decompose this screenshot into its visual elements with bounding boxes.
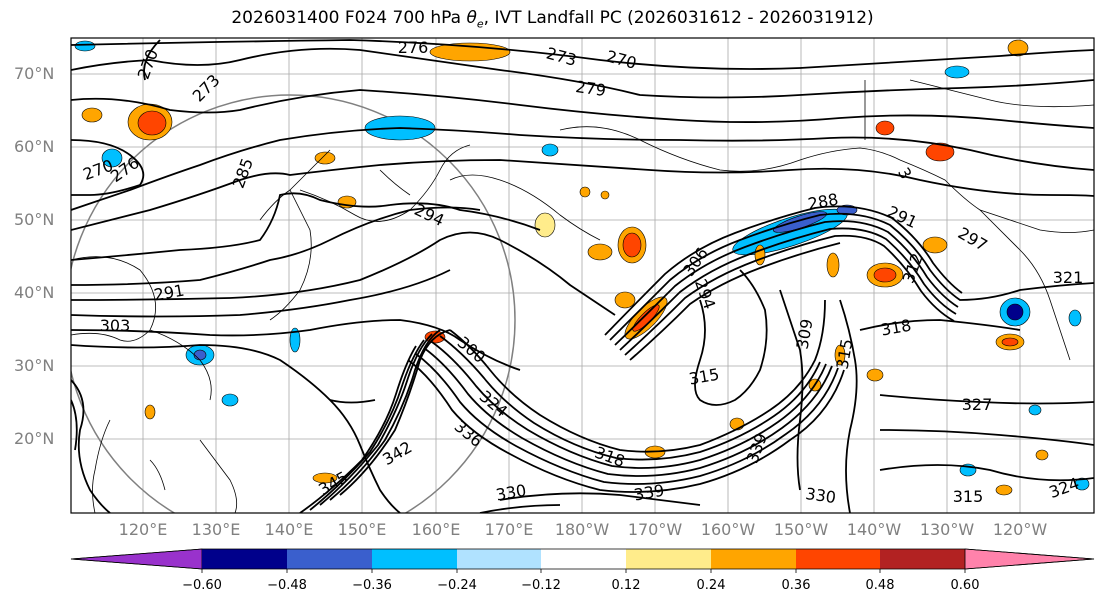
lon-label: 140°E	[264, 520, 314, 539]
colorbar-tick-label: 0.24	[696, 578, 726, 593]
shading-patch	[600, 190, 610, 200]
colorbar-tick-label: −0.48	[267, 578, 307, 593]
coastlines	[71, 79, 1094, 513]
contour-label: 315	[953, 487, 984, 506]
shading-patch	[614, 291, 636, 309]
lon-label: 140°W	[846, 520, 902, 539]
lon-label: 180°W	[554, 520, 610, 539]
lon-label: 120°E	[118, 520, 168, 539]
gridlines	[71, 38, 1094, 513]
colorbar-segment	[964, 548, 1095, 570]
shading-patch	[144, 404, 156, 420]
colorbar-tick-label: 0.12	[611, 578, 641, 593]
colorbar	[70, 548, 1095, 573]
colorbar-segment	[796, 549, 880, 569]
shading-patch	[834, 344, 846, 366]
contour-label: 276	[398, 38, 429, 57]
lon-label: 160°E	[411, 520, 461, 539]
shading-patch	[74, 40, 96, 52]
map-frame	[70, 37, 1095, 514]
shading-patch	[289, 327, 301, 353]
range-circle	[71, 94, 516, 513]
colorbar-tick-label: −0.36	[352, 578, 392, 593]
lon-label: 130°W	[919, 520, 975, 539]
colorbar-segment	[457, 549, 541, 569]
title-prefix: 2026031400 F024 700 hPa	[231, 8, 467, 28]
lat-label-30n: 30°N	[14, 356, 55, 375]
map-panel: 276 273 270 279 270 273 270 276 285 294 …	[71, 38, 1094, 513]
shading-patch	[1001, 337, 1019, 347]
lon-label: 150°E	[337, 520, 387, 539]
shading-patch	[1074, 477, 1090, 491]
lat-label-70n: 70°N	[14, 64, 55, 83]
lon-label: 130°E	[191, 520, 241, 539]
colorbar-tick-label: 0.36	[781, 578, 811, 593]
shading-patch	[312, 472, 338, 484]
colorbar-tick-label: 0.48	[865, 578, 895, 593]
title-subscript: e	[476, 17, 484, 31]
shading-patch	[579, 186, 591, 198]
shading-patch	[587, 243, 613, 261]
lon-label: 150°W	[773, 520, 829, 539]
shading-patch	[1028, 404, 1042, 416]
colorbar-segment	[70, 548, 203, 570]
contour-label: 279	[574, 77, 607, 100]
shading-patch	[81, 107, 103, 123]
shading-patch	[995, 484, 1013, 496]
lat-label-40n: 40°N	[14, 283, 55, 302]
title-symbol: θ	[466, 8, 477, 28]
shading-patch	[1006, 303, 1024, 321]
shading-patch	[944, 65, 970, 79]
contour-label: 321	[1053, 268, 1084, 287]
shading-patch	[922, 236, 948, 254]
colorbar-segment	[202, 549, 287, 569]
colorbar-segment	[287, 549, 372, 569]
shading-patch	[137, 110, 167, 136]
shading-patch	[1068, 309, 1082, 327]
contour-label: 327	[962, 395, 993, 414]
shading-patch	[875, 120, 895, 136]
shading-patch	[622, 232, 642, 258]
colorbar-tick-label: −0.12	[521, 578, 561, 593]
shading-patch	[541, 143, 559, 157]
lon-label: 170°W	[627, 520, 683, 539]
title-suffix: , IVT Landfall PC (2026031612 - 20260319…	[483, 8, 874, 28]
colorbar-tick-label: −0.24	[437, 578, 477, 593]
contour-lines	[71, 39, 1094, 513]
colorbar-segment	[372, 549, 457, 569]
colorbar-tick-label: −0.60	[182, 578, 222, 593]
shading-patch	[221, 393, 239, 407]
lon-label: 160°W	[700, 520, 756, 539]
colorbar-segment	[541, 549, 626, 569]
colorbar-segment	[626, 549, 711, 569]
lat-label-50n: 50°N	[14, 210, 55, 229]
lat-label-60n: 60°N	[14, 137, 55, 156]
colorbar-tick-label: 0.60	[950, 578, 980, 593]
contour-label: 330	[804, 484, 837, 507]
shading-patch	[873, 267, 897, 283]
lon-label: 170°E	[484, 520, 534, 539]
shading-patch	[866, 368, 884, 382]
map-title: 2026031400 F024 700 hPa θe, IVT Landfall…	[0, 8, 1105, 30]
shading-patch	[826, 252, 840, 278]
colorbar-segment	[711, 549, 796, 569]
lon-label: 120°W	[992, 520, 1048, 539]
shading-patch	[314, 151, 336, 165]
shading-patch	[101, 148, 123, 168]
shading-patch	[193, 349, 207, 361]
shading-patch	[1035, 449, 1049, 461]
shading-patch	[534, 212, 556, 238]
contour-label: 303	[100, 316, 131, 335]
shading-patch	[925, 142, 955, 162]
shading-patch	[754, 244, 766, 266]
colorbar-segment	[880, 549, 965, 569]
shading-patch	[1007, 39, 1029, 57]
lat-label-20n: 20°N	[14, 429, 55, 448]
